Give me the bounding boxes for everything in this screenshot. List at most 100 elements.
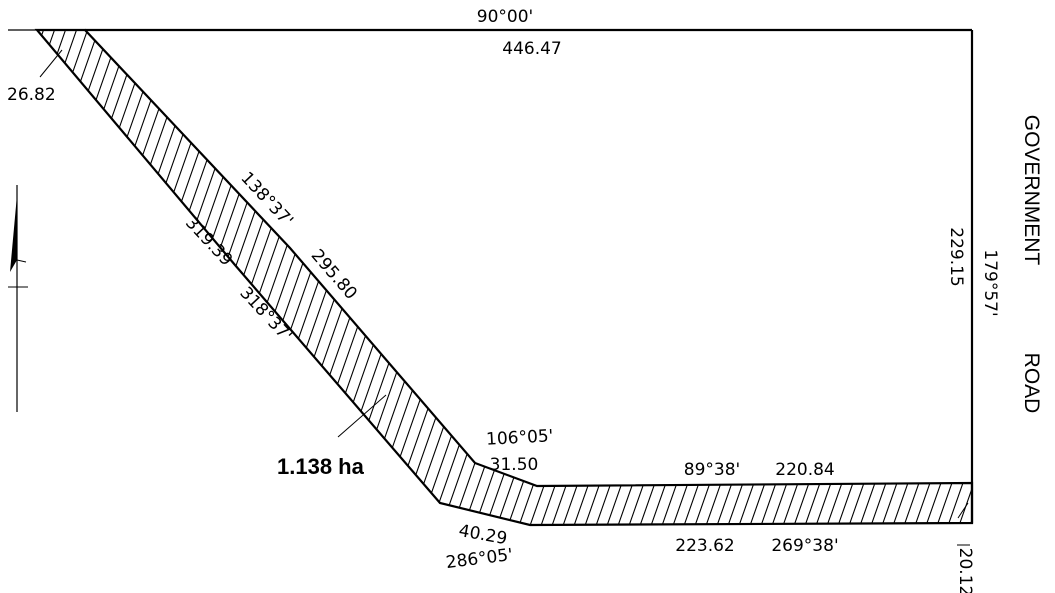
- hatch-line: [1032, 0, 1055, 593]
- hatch-line: [866, 30, 972, 525]
- hatch-line: [789, 30, 972, 525]
- hatch-line: [767, 30, 972, 525]
- hatch-line: [1043, 0, 1055, 593]
- hatch-line: [349, 30, 561, 525]
- hatch-line: [525, 30, 737, 525]
- hatch-line: [536, 30, 748, 525]
- hatch-line: [294, 30, 506, 525]
- top-width-leader: [39, 49, 63, 78]
- hatch-line: [624, 30, 836, 525]
- hatch-line: [635, 30, 847, 525]
- hatch-line: [965, 30, 972, 525]
- hatch-line: [371, 30, 583, 525]
- hatch-line: [822, 30, 972, 525]
- hatch-line: [448, 30, 660, 525]
- diagonal-inner-distance: 295.80: [307, 246, 361, 304]
- hatch-line: [514, 30, 726, 525]
- hatch-line: [679, 30, 891, 525]
- hatch-line: [954, 30, 972, 525]
- north-arrow-icon: [8, 185, 28, 412]
- hatch-line: [888, 30, 972, 525]
- hatch-line: [833, 30, 972, 525]
- top-boundary-bearing: 90°00': [477, 7, 533, 27]
- hatch-line: [37, 30, 143, 525]
- right-width-distance: 20.12: [955, 548, 975, 593]
- hatch-line: [85, 30, 297, 525]
- road-label-road: ROAD: [1020, 353, 1043, 414]
- hatch-line: [52, 30, 264, 525]
- hatch-line: [668, 30, 880, 525]
- hatch-line: [999, 0, 1055, 593]
- right-boundary-distance: 229.15: [946, 227, 966, 286]
- hatch-line: [382, 30, 594, 525]
- hatch-line: [393, 30, 605, 525]
- hatch-line: [195, 30, 407, 525]
- hatch-line: [701, 30, 913, 525]
- hatch-line: [734, 30, 946, 525]
- hatch-line: [459, 30, 671, 525]
- hatch-line: [481, 30, 693, 525]
- bottom-outer-bearing: 269°38': [771, 536, 838, 556]
- hatch-line: [129, 30, 341, 525]
- hatch-line: [580, 30, 792, 525]
- hatch-line: [877, 30, 972, 525]
- bottom-inner-bearing: 89°38': [684, 460, 740, 480]
- hatch-line: [37, 30, 242, 525]
- right-boundary-bearing: 179°57': [980, 249, 1000, 316]
- diagonal-outer-bearing: 318°37': [235, 283, 296, 346]
- hatch-line: [910, 30, 972, 525]
- hatch-line: [96, 30, 308, 525]
- hatch-line: [118, 30, 330, 525]
- hatch-line: [690, 30, 902, 525]
- hatch-line: [932, 30, 972, 525]
- road-label-government: GOVERNMENT: [1020, 115, 1043, 266]
- hatch-line: [800, 30, 972, 525]
- bottom-outer-distance: 223.62: [675, 536, 734, 556]
- hatch-line: [602, 30, 814, 525]
- hatch-line: [723, 30, 935, 525]
- hatch-line: [844, 30, 972, 525]
- hatch-line: [657, 30, 869, 525]
- short-inner-distance: 31.50: [490, 455, 539, 475]
- short-inner-bearing: 106°05': [486, 426, 554, 449]
- short-outer-bearing: 286°05': [445, 545, 514, 573]
- hatch-line: [492, 30, 704, 525]
- hatch-line: [250, 30, 462, 525]
- strip-outline: [34, 28, 974, 527]
- hatch-line: [360, 30, 572, 525]
- hatch-line: [646, 30, 858, 525]
- hatch-line: [899, 30, 972, 525]
- hatch-line: [712, 30, 924, 525]
- short-outer-distance: 40.29: [457, 521, 508, 549]
- hatch-line: [547, 30, 759, 525]
- diagonal-outer-distance: 319.39: [181, 213, 236, 270]
- hatch-line: [1021, 0, 1055, 593]
- hatch-line: [613, 30, 825, 525]
- top-width-distance: 26.82: [7, 85, 56, 105]
- hatch-line: [41, 30, 253, 525]
- hatch-line: [558, 30, 770, 525]
- hatch-line: [778, 30, 972, 525]
- area-leader: [337, 394, 387, 438]
- hatch-line: [569, 30, 781, 525]
- hatch-line: [283, 30, 495, 525]
- hatch-line: [503, 30, 715, 525]
- area-label: 1.138 ha: [277, 454, 365, 479]
- top-boundary-distance: 446.47: [502, 39, 561, 59]
- hatch-line: [591, 30, 803, 525]
- hatch-line: [745, 30, 957, 525]
- bottom-inner-distance: 220.84: [775, 460, 834, 480]
- hatch-line: [426, 30, 638, 525]
- right-width-leader: [957, 502, 969, 519]
- hatch-line: [437, 30, 649, 525]
- hatch-line: [1010, 0, 1055, 593]
- hatch-line: [327, 30, 539, 525]
- hatch-line: [404, 30, 616, 525]
- hatch-line: [756, 30, 968, 525]
- hatch-line: [272, 30, 484, 525]
- hatch-line: [470, 30, 682, 525]
- hatch-line: [921, 30, 972, 525]
- hatch-line: [184, 30, 396, 525]
